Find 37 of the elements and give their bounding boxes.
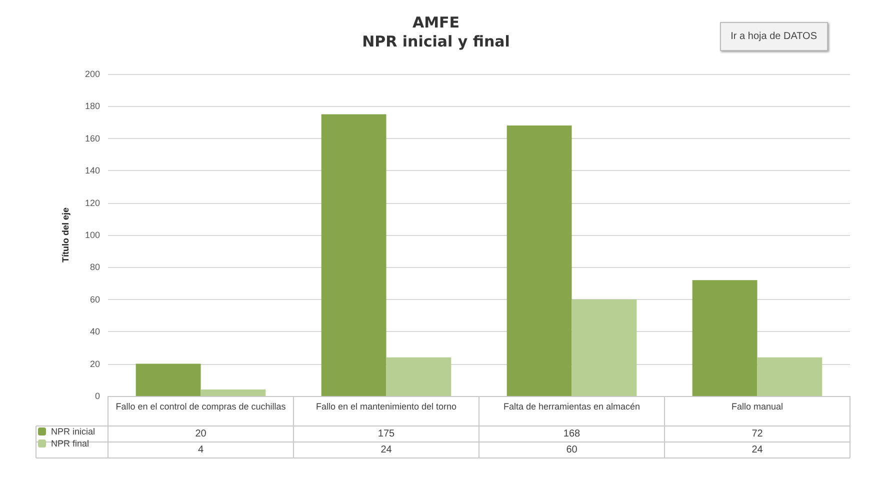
bar — [200, 390, 266, 396]
data-label: 20 — [195, 428, 207, 440]
x-tick-label: Fallo manual — [731, 402, 784, 412]
bar — [321, 114, 386, 396]
y-tick-label: 0 — [94, 391, 100, 401]
y-tick-label: 40 — [90, 326, 100, 337]
x-tick-label: Fallo en el mantenimiento del torno — [316, 402, 457, 412]
y-tick-label: 60 — [90, 294, 100, 304]
data-label: 4 — [198, 444, 204, 456]
y-tick-label: 20 — [90, 358, 100, 369]
data-label: 24 — [752, 444, 764, 456]
y-tick-label: 80 — [90, 262, 100, 272]
bar — [572, 299, 637, 396]
bar — [386, 357, 452, 396]
x-tick-label: Fallo en el control de compras de cuchillas — [116, 402, 286, 412]
chart-subtitle: NPR inicial y final — [362, 32, 510, 50]
y-tick-label: 160 — [84, 133, 100, 144]
x-tick-label: Falta de herramientas en almacén — [503, 402, 640, 412]
data-label: 24 — [380, 444, 392, 456]
y-tick-label: 200 — [84, 69, 100, 79]
chart-title: AMFE — [412, 14, 460, 32]
data-label: 60 — [566, 444, 578, 456]
bar — [506, 126, 572, 396]
data-label: 168 — [563, 428, 581, 440]
button: Ir a hoja de DATOS — [720, 22, 828, 51]
bar — [136, 364, 201, 396]
bar — [757, 357, 822, 396]
legend-label: NPR inicial — [51, 426, 96, 436]
y-tick-label: 120 — [84, 198, 100, 208]
bar — [692, 280, 758, 396]
data-label: 175 — [378, 428, 396, 440]
y-tick-label: 140 — [84, 166, 100, 176]
data-label: 72 — [752, 428, 764, 440]
y-tick-label: 100 — [84, 230, 100, 240]
y-axis-title: Título del eje — [60, 207, 70, 263]
legend-label: NPR final — [51, 438, 90, 448]
y-tick-label: 180 — [84, 101, 100, 112]
